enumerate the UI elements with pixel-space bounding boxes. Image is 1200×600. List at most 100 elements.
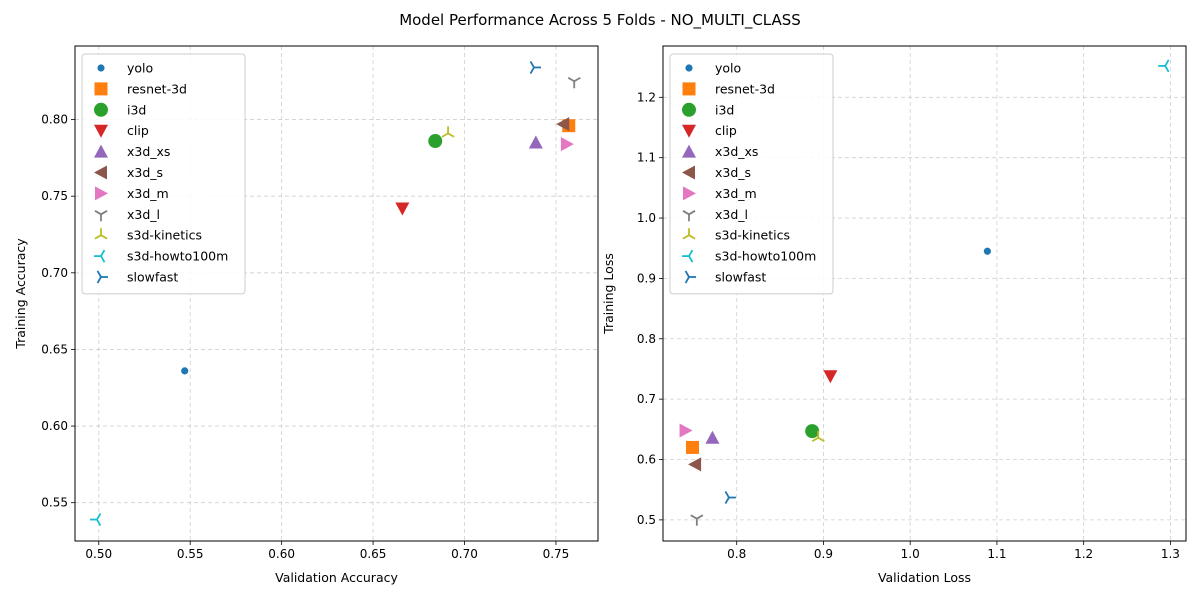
legend-label: yolo <box>715 61 741 76</box>
legend-label: s3d-kinetics <box>127 228 202 243</box>
legend-marker-x3d_m <box>95 186 108 201</box>
y-tick-label: 0.9 <box>637 271 656 285</box>
legend-box <box>669 53 834 295</box>
legend-item-resnet-3d: resnet-3d <box>94 81 187 96</box>
point-s3d-kinetics <box>441 126 455 138</box>
legend-label: x3d_s <box>127 165 163 180</box>
legend-item-x3d_s: x3d_s <box>682 165 751 180</box>
legend-label: x3d_l <box>715 207 748 222</box>
point-yolo <box>983 247 991 255</box>
x-tick-label: 0.50 <box>85 547 112 561</box>
legend-marker-yolo <box>97 64 105 72</box>
legend-marker-i3d <box>94 102 108 117</box>
point-x3d_l <box>567 76 581 89</box>
y-tick-label: 0.70 <box>41 266 68 280</box>
legend-item-x3d_l: x3d_l <box>682 207 748 222</box>
legend-label: s3d-kinetics <box>715 228 790 243</box>
accuracy-scatter-plot: 0.50 0.55 0.60 0.65 0.70 0.75 0.55 0.60 0.65 0.70… <box>13 45 599 585</box>
x-tick-label: 0.75 <box>543 547 570 561</box>
legend-item-x3d_xs: x3d_xs <box>682 144 758 159</box>
legend-item-clip: clip <box>94 123 149 138</box>
point-i3d <box>428 134 443 149</box>
y-axis-label: Training Loss <box>601 253 616 335</box>
x-tick-label: 1.1 <box>987 547 1006 561</box>
x-tick-label: 1.3 <box>1161 547 1180 561</box>
legend-item-x3d_l: x3d_l <box>94 207 160 222</box>
legend-item-resnet-3d: resnet-3d <box>682 81 775 96</box>
legend-marker-x3d_m <box>683 186 696 201</box>
legend-label: x3d_m <box>127 186 169 201</box>
legend-box <box>81 53 246 295</box>
legend-item-x3d_xs: x3d_xs <box>94 144 170 159</box>
y-tick-label: 1.2 <box>637 90 656 104</box>
legend-marker-resnet-3d <box>682 82 696 96</box>
point-resnet-3d <box>685 440 699 454</box>
legend-label: x3d_m <box>715 186 757 201</box>
point-slowfast <box>529 60 541 74</box>
point-x3d_s <box>556 117 570 132</box>
x-tick-label: 0.70 <box>451 547 478 561</box>
legend-label: yolo <box>127 61 153 76</box>
x-axis-label: Validation Accuracy <box>275 570 398 585</box>
legend-marker-x3d_s <box>682 165 695 180</box>
legend-marker-clip <box>682 124 696 138</box>
point-clip <box>395 202 410 216</box>
y-tick-label: 0.5 <box>637 513 656 527</box>
legend-item-s3d-kinetics: s3d-kinetics <box>682 228 790 243</box>
figure-title: Model Performance Across 5 Folds - NO_MU… <box>399 11 801 29</box>
point-x3d_xs <box>528 135 543 149</box>
loss-scatter-plot: 0.8 0.9 1.0 1.1 1.2 1.3 0.5 0.6 0.7 0.8 0.9 1.0 1.1 1… <box>601 45 1187 585</box>
x-tick-label: 0.8 <box>727 547 746 561</box>
legend-label: clip <box>715 123 737 138</box>
legend-item-i3d: i3d <box>94 102 146 117</box>
legend-marker-clip <box>94 124 108 138</box>
legend-item-s3d-kinetics: s3d-kinetics <box>94 228 202 243</box>
legend: yolo resnet-3d i3d clip x3d_xs x3d_s x3d_m x3d_… <box>669 53 834 295</box>
legend-marker-resnet-3d <box>94 82 108 96</box>
legend-label: slowfast <box>715 270 766 285</box>
point-s3d-howto100m <box>89 513 102 527</box>
legend-marker-x3d_l <box>682 210 696 222</box>
point-i3d <box>805 424 820 439</box>
x-tick-label: 0.55 <box>177 547 204 561</box>
point-x3d_m <box>560 137 574 152</box>
legend-marker-x3d_xs <box>94 144 108 158</box>
legend-marker-s3d-howto100m <box>94 249 106 263</box>
legend-marker-x3d_xs <box>682 144 696 158</box>
legend-label: x3d_l <box>127 207 160 222</box>
x-tick-label: 0.60 <box>268 547 295 561</box>
x-tick-label: 1.2 <box>1074 547 1093 561</box>
legend-item-slowfast: slowfast <box>684 270 766 285</box>
legend-label: i3d <box>715 102 734 117</box>
y-tick-label: 1.0 <box>637 211 656 225</box>
legend-label: slowfast <box>127 270 178 285</box>
point-yolo <box>181 367 189 375</box>
point-s3d-kinetics <box>811 430 825 443</box>
point-s3d-howto100m <box>1158 59 1170 73</box>
legend-marker-slowfast <box>96 270 108 284</box>
legend-item-x3d_m: x3d_m <box>95 186 169 201</box>
x-tick-label: 1.0 <box>901 547 920 561</box>
y-axis-label: Training Accuracy <box>13 238 28 350</box>
legend-marker-s3d-howto100m <box>682 249 694 263</box>
legend-label: s3d-howto100m <box>127 249 228 264</box>
legend-item-x3d_s: x3d_s <box>94 165 163 180</box>
legend: yolo resnet-3d i3d clip x3d_xs x3d_s x3d_m x3d_… <box>81 53 246 295</box>
legend-label: i3d <box>127 102 146 117</box>
legend-item-i3d: i3d <box>682 102 734 117</box>
y-tick-label: 0.80 <box>41 113 68 127</box>
y-tick-label: 0.55 <box>41 496 68 510</box>
point-clip <box>823 370 838 384</box>
legend-marker-yolo <box>685 64 693 72</box>
x-tick-label: 0.9 <box>814 547 833 561</box>
legend-marker-x3d_l <box>94 210 108 222</box>
y-tick-label: 0.8 <box>637 332 656 346</box>
legend-item-slowfast: slowfast <box>96 270 178 285</box>
legend-item-yolo: yolo <box>97 61 153 76</box>
data-points <box>679 59 1170 526</box>
legend-marker-s3d-kinetics <box>94 228 108 240</box>
x-tick-label: 0.65 <box>360 547 387 561</box>
legend-label: x3d_s <box>715 165 751 180</box>
y-tick-label: 0.65 <box>41 342 68 356</box>
